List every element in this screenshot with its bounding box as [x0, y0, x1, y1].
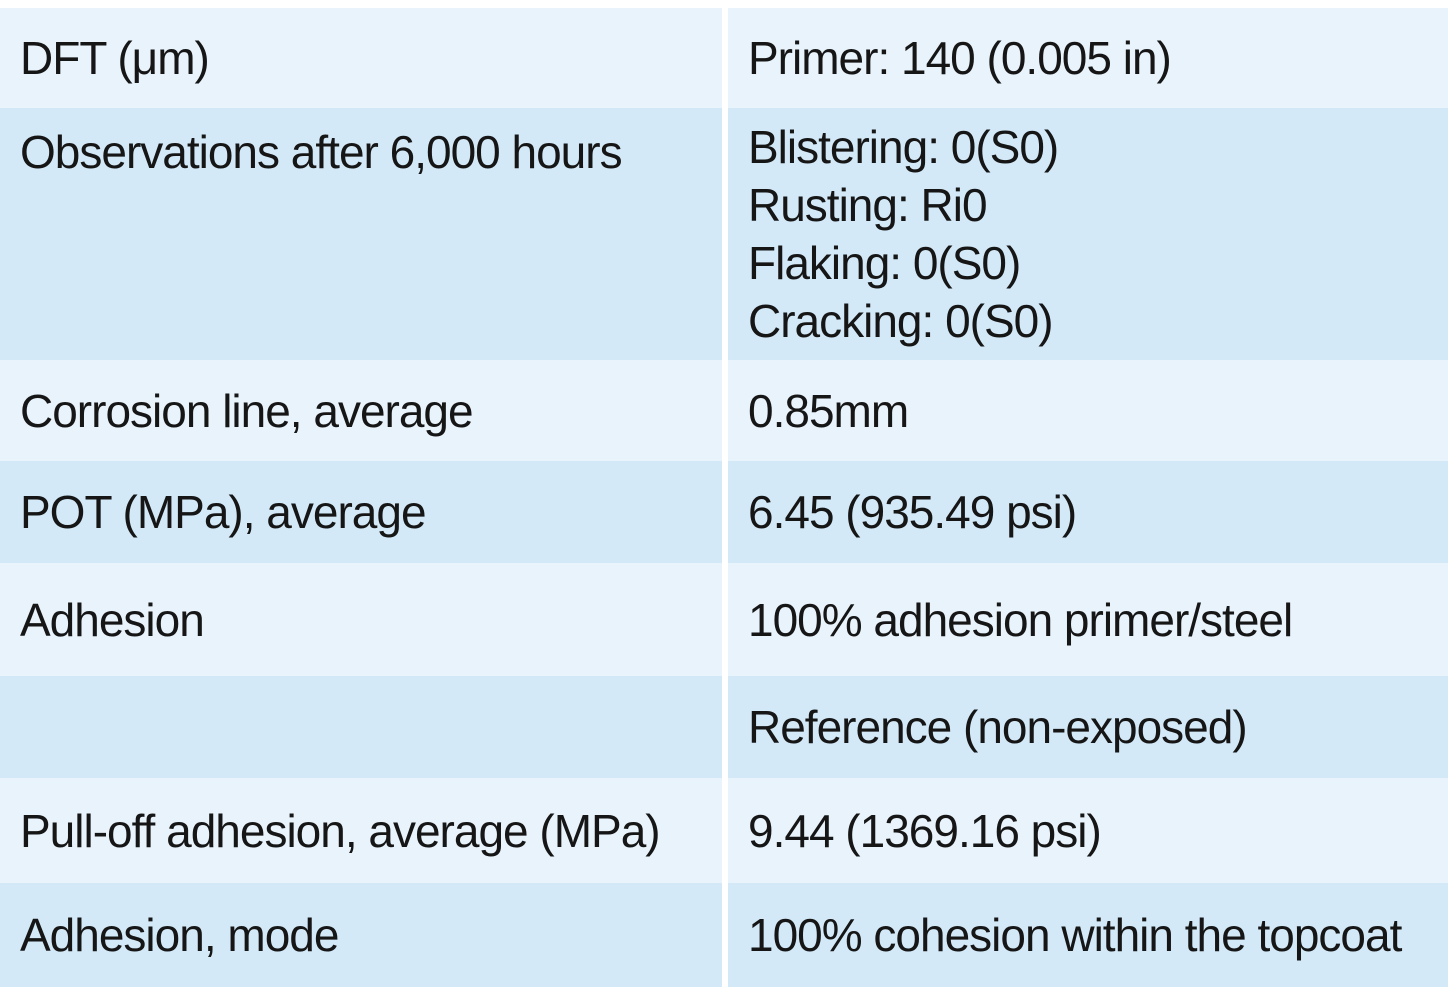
- table-row: Adhesion, mode 100% cohesion within the …: [0, 883, 1448, 987]
- value-line: 100% cohesion within the topcoat: [748, 909, 1402, 961]
- row-label-pulloff-adhesion: Pull-off adhesion, average (MPa): [0, 778, 722, 883]
- row-label-observations: Observations after 6,000 hours: [0, 108, 722, 360]
- table-row: POT (MPa), average 6.45 (935.49 psi): [0, 461, 1448, 563]
- value-line: Blistering: 0(S0): [748, 121, 1059, 173]
- row-value-adhesion-mode: 100% cohesion within the topcoat: [728, 883, 1448, 987]
- column-divider: [722, 8, 728, 108]
- label-text: Pull-off adhesion, average (MPa): [20, 804, 661, 857]
- row-value-dft: Primer: 140 (0.005 in): [728, 8, 1448, 108]
- table-row: Reference (non-exposed): [0, 676, 1448, 778]
- column-divider: [722, 108, 728, 360]
- table-row: Adhesion 100% adhesion primer/steel: [0, 563, 1448, 676]
- column-divider: [722, 563, 728, 676]
- row-value-pulloff-adhesion: 9.44 (1369.16 psi): [728, 778, 1448, 883]
- label-text: POT (MPa), average: [20, 486, 427, 538]
- value-line: Cracking: 0(S0): [748, 295, 1054, 347]
- row-label-dft: DFT (μm): [0, 8, 722, 108]
- table-row: Observations after 6,000 hours Blisterin…: [0, 108, 1448, 360]
- table-row: Pull-off adhesion, average (MPa) 9.44 (1…: [0, 778, 1448, 883]
- value-line: 100% adhesion primer/steel: [748, 593, 1293, 646]
- column-divider: [722, 360, 728, 461]
- table-row: DFT (μm) Primer: 140 (0.005 in): [0, 8, 1448, 108]
- row-value-pot: 6.45 (935.49 psi): [728, 461, 1448, 563]
- row-label-empty: [0, 676, 722, 778]
- value-line: 9.44 (1369.16 psi): [748, 804, 1102, 857]
- value-line: Flaking: 0(S0): [748, 237, 1021, 289]
- row-value-observations: Blistering: 0(S0) Rusting: Ri0 Flaking: …: [728, 108, 1448, 360]
- table-row: Corrosion line, average 0.85mm: [0, 360, 1448, 461]
- value-line: 0.85mm: [748, 384, 909, 437]
- column-divider: [722, 461, 728, 563]
- value-line: Reference (non-exposed): [748, 701, 1248, 753]
- label-text: Adhesion, mode: [20, 909, 339, 961]
- value-line: 6.45 (935.49 psi): [748, 486, 1077, 538]
- label-text: DFT (μm): [20, 32, 210, 84]
- row-value-reference-header: Reference (non-exposed): [728, 676, 1448, 778]
- row-label-corrosion-line: Corrosion line, average: [0, 360, 722, 461]
- column-divider: [722, 676, 728, 778]
- row-value-adhesion: 100% adhesion primer/steel: [728, 563, 1448, 676]
- row-label-pot: POT (MPa), average: [0, 461, 722, 563]
- row-label-adhesion: Adhesion: [0, 563, 722, 676]
- row-value-corrosion-line: 0.85mm: [728, 360, 1448, 461]
- column-divider: [722, 778, 728, 883]
- label-text: Observations after 6,000 hours: [20, 126, 623, 178]
- label-text: Adhesion: [20, 593, 205, 646]
- coating-exposure-results-table: DFT (μm) Primer: 140 (0.005 in) Observat…: [0, 8, 1448, 987]
- value-line: Rusting: Ri0: [748, 179, 988, 231]
- column-divider: [722, 883, 728, 987]
- label-text: Corrosion line, average: [20, 384, 474, 437]
- row-label-adhesion-mode: Adhesion, mode: [0, 883, 722, 987]
- value-line: Primer: 140 (0.005 in): [748, 32, 1172, 84]
